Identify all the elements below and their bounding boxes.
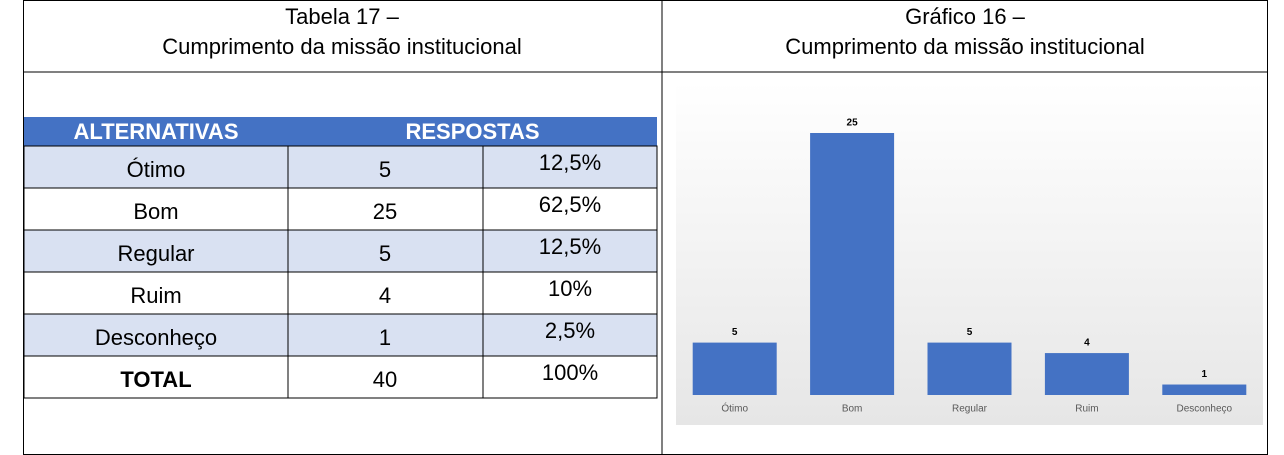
table-cell: 5 [379, 241, 391, 266]
data-label: 5 [732, 327, 738, 338]
table-cell: 25 [373, 199, 397, 224]
table-cell: Ruim [130, 283, 181, 308]
category-label: Desconheço [1177, 404, 1233, 415]
header-cell: ALTERNATIVAS [74, 119, 239, 144]
table-cell: 12,5% [539, 150, 601, 175]
data-label: 5 [967, 327, 973, 338]
table-cell: 62,5% [539, 192, 601, 217]
caption: Gráfico 16 – [905, 4, 1026, 29]
category-label: Ruim [1075, 404, 1098, 415]
header-cell: RESPOSTAS [405, 119, 539, 144]
data-label: 1 [1202, 369, 1208, 380]
bar [810, 133, 895, 395]
table-cell: 100% [542, 360, 598, 385]
bar [1162, 384, 1247, 395]
data-label: 25 [847, 118, 859, 129]
table-cell: Bom [133, 199, 178, 224]
chart: 5 Ótimo 25 Bom 5 Regular 4 Ruim 1 Desconheço [692, 118, 1247, 415]
table-row [23, 187, 658, 231]
table-row [23, 313, 658, 357]
caption: Cumprimento da missão institucional [162, 34, 522, 59]
category-label: Regular [952, 404, 988, 415]
data-label: 4 [1084, 338, 1090, 349]
table-cell: 4 [379, 283, 391, 308]
table-cell: 12,5% [539, 234, 601, 259]
table-cell: 40 [373, 367, 397, 392]
table-cell: Regular [117, 241, 194, 266]
bar [692, 342, 777, 395]
category-label: Bom [842, 404, 863, 415]
table-row [23, 229, 658, 273]
table-cell: TOTAL [120, 367, 191, 392]
bar [1044, 353, 1129, 395]
category-label: Ótimo [721, 402, 748, 415]
table-cell: 5 [379, 157, 391, 182]
header-row [24, 117, 657, 146]
caption: Cumprimento da missão institucional [785, 34, 1145, 59]
table-row [23, 271, 658, 315]
bar [927, 342, 1012, 395]
table-cell: 10% [548, 276, 592, 301]
table-cell: 2,5% [545, 318, 595, 343]
table-cell: Ótimo [127, 157, 186, 182]
table-cell: 1 [379, 325, 391, 350]
table-row [23, 355, 658, 399]
table-cell: Desconheço [95, 325, 217, 350]
caption: Tabela 17 – [285, 4, 400, 29]
